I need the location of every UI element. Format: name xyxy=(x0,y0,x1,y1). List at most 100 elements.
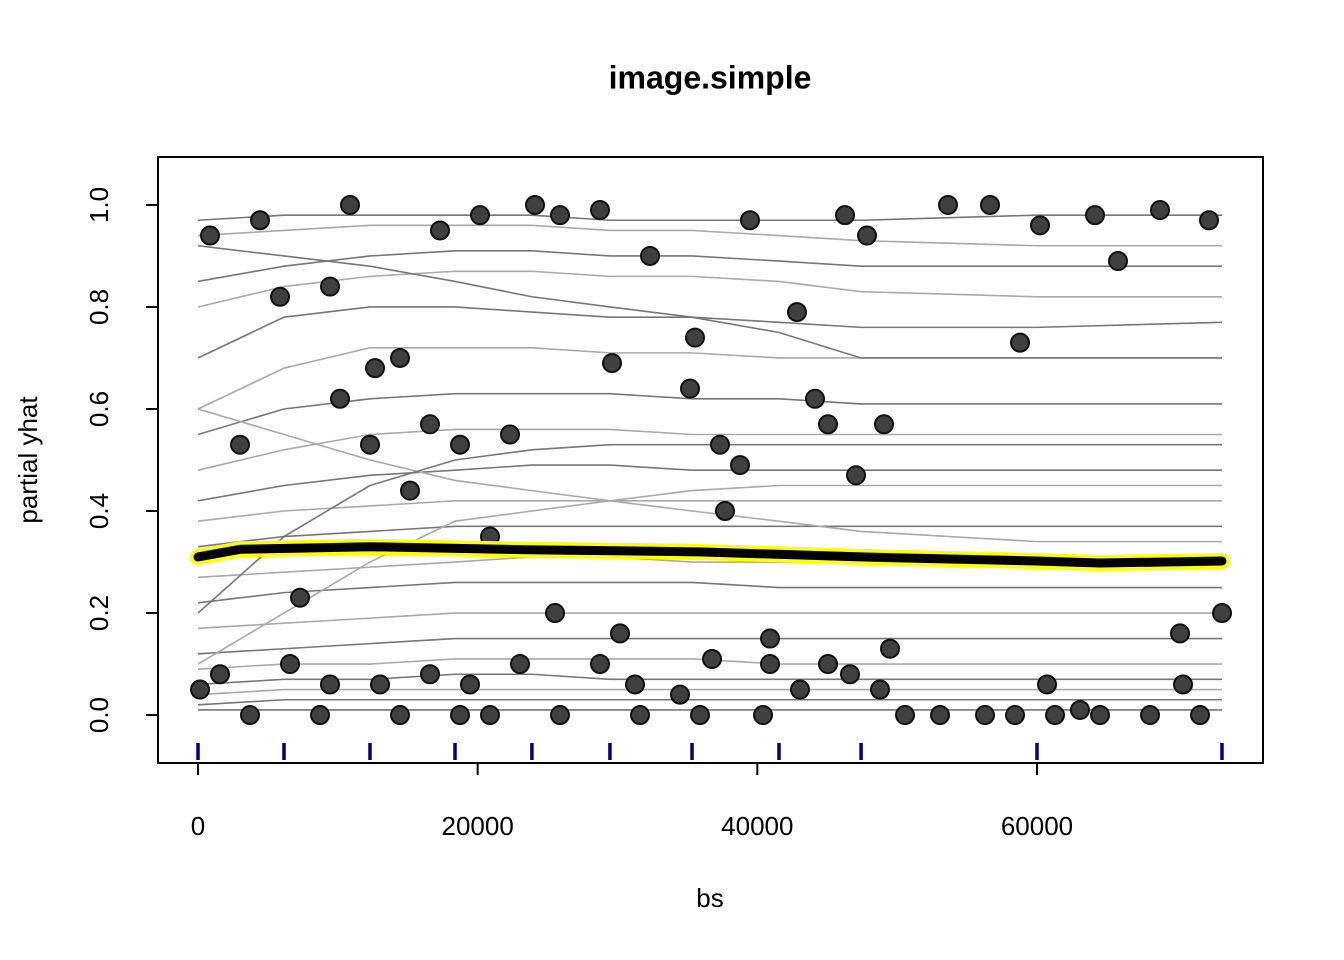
point xyxy=(419,664,440,685)
point xyxy=(470,205,491,226)
plot-area xyxy=(190,194,1233,760)
point xyxy=(1085,205,1106,226)
point xyxy=(839,664,860,685)
point xyxy=(1005,705,1026,726)
x-axis-label: bs xyxy=(696,883,723,913)
point xyxy=(857,225,878,246)
point xyxy=(759,628,780,649)
point xyxy=(429,220,450,241)
point xyxy=(709,434,730,455)
point xyxy=(684,327,705,348)
ice-line xyxy=(197,500,1222,523)
point xyxy=(310,705,331,726)
point xyxy=(290,587,311,608)
point xyxy=(817,654,838,675)
point xyxy=(817,414,838,435)
ice-line xyxy=(197,244,1222,359)
point xyxy=(210,664,231,685)
x-tick-label: 40000 xyxy=(721,811,793,841)
ice-line xyxy=(197,214,1222,222)
ice-line xyxy=(197,346,1222,410)
ice-line xyxy=(197,698,1222,706)
point xyxy=(835,205,856,226)
point xyxy=(759,654,780,675)
point xyxy=(419,414,440,435)
point xyxy=(602,353,623,374)
ice-line xyxy=(197,581,1222,604)
point xyxy=(790,679,811,700)
point xyxy=(1199,210,1220,231)
point xyxy=(320,674,341,695)
point xyxy=(715,501,736,522)
point xyxy=(786,302,807,323)
x-tick-label: 60000 xyxy=(1001,811,1073,841)
ice-line xyxy=(197,464,1222,502)
point xyxy=(680,378,701,399)
y-tick-label: 0.6 xyxy=(84,391,114,427)
ice-line xyxy=(197,224,1222,247)
point xyxy=(400,480,421,501)
ice-line xyxy=(197,443,1222,614)
point xyxy=(895,705,916,726)
point xyxy=(390,705,411,726)
point xyxy=(1190,705,1211,726)
point xyxy=(753,705,774,726)
point xyxy=(320,276,341,297)
point xyxy=(190,679,211,700)
ice-line xyxy=(197,392,1222,436)
point xyxy=(804,388,825,409)
point xyxy=(846,465,867,486)
point xyxy=(330,388,351,409)
point xyxy=(610,623,631,644)
point xyxy=(200,225,221,246)
point xyxy=(270,286,291,307)
ice-line xyxy=(197,612,1222,630)
point xyxy=(240,705,261,726)
point xyxy=(549,205,570,226)
y-axis-label: partial yhat xyxy=(13,396,43,524)
point xyxy=(702,648,723,669)
point xyxy=(938,194,959,215)
point xyxy=(625,674,646,695)
point xyxy=(460,674,481,695)
point xyxy=(874,414,895,435)
point xyxy=(1170,623,1191,644)
point xyxy=(340,194,361,215)
ice-line xyxy=(197,673,1222,686)
point xyxy=(450,705,471,726)
ice-line xyxy=(197,688,1222,696)
point xyxy=(1173,674,1194,695)
point xyxy=(450,434,471,455)
point xyxy=(1150,200,1171,221)
ice-line xyxy=(197,408,1222,543)
chart-title: image.simple xyxy=(609,59,812,95)
point xyxy=(510,654,531,675)
point xyxy=(870,679,891,700)
y-tick-label: 0.2 xyxy=(84,595,114,631)
point xyxy=(365,358,386,379)
point xyxy=(1108,251,1129,272)
point xyxy=(545,603,566,624)
point xyxy=(500,424,521,445)
point xyxy=(689,705,710,726)
point xyxy=(590,654,611,675)
point xyxy=(1090,705,1111,726)
ice-line xyxy=(197,306,1223,359)
point xyxy=(1037,674,1058,695)
plot-frame xyxy=(157,156,1264,764)
ice-line xyxy=(197,270,1222,308)
point xyxy=(390,347,411,368)
point xyxy=(1212,603,1233,624)
mean-line xyxy=(193,542,1227,568)
point xyxy=(230,434,251,455)
point xyxy=(359,434,380,455)
point xyxy=(1010,332,1031,353)
point xyxy=(980,194,1001,215)
point xyxy=(730,455,751,476)
point xyxy=(1070,699,1091,720)
point xyxy=(524,194,545,215)
point xyxy=(1140,705,1161,726)
ice-line xyxy=(197,428,1222,471)
y-tick-label: 0.4 xyxy=(84,493,114,529)
